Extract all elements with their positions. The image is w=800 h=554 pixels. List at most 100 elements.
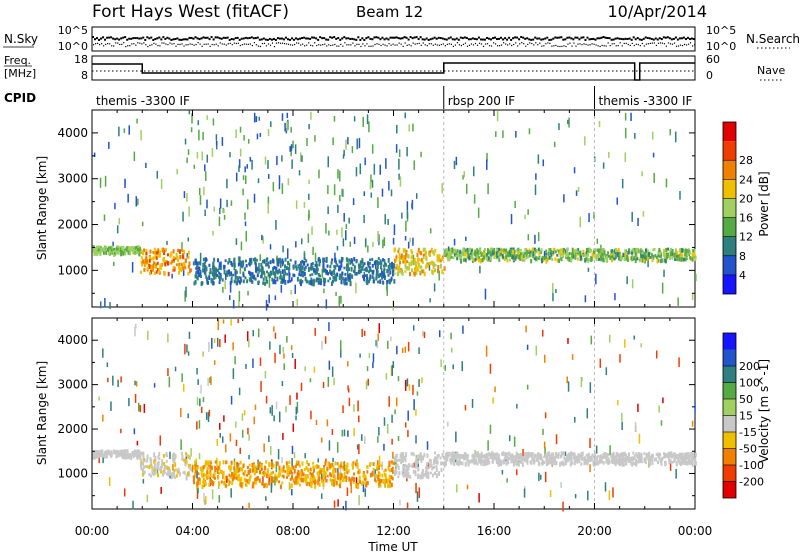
velocity-echo-point	[339, 483, 342, 489]
noise-sky-mark	[594, 38, 597, 41]
velocity-echo-point	[206, 467, 209, 470]
velocity-echo-point	[238, 483, 241, 486]
velocity-echo-point	[490, 451, 493, 455]
power-echo-point	[634, 252, 637, 257]
power-echo-point	[322, 268, 325, 273]
velocity-echo-point	[668, 458, 671, 462]
noise-search-mark	[133, 43, 135, 45]
velocity-scatter-point	[401, 347, 404, 354]
velocity-scatter-point	[456, 484, 458, 493]
velocity-scatter-point	[216, 438, 218, 446]
power-scatter-point	[383, 258, 386, 264]
power-echo-point	[311, 265, 314, 270]
power-echo-point	[209, 268, 212, 273]
velocity-echo-point	[332, 465, 335, 470]
velocity-echo-point	[435, 464, 438, 468]
power-echo-point	[643, 257, 646, 263]
velocity-echo-point	[313, 467, 316, 473]
velocity-echo-point	[253, 463, 256, 468]
velocity-scatter-point	[494, 386, 496, 393]
noise-sky-mark	[562, 38, 565, 41]
noise-sky-mark	[644, 36, 647, 39]
noise-sky-mark	[377, 36, 380, 39]
velocity-echo-point	[668, 461, 671, 465]
velocity-scatter-point	[562, 501, 564, 512]
velocity-echo-point	[349, 478, 352, 484]
velocity-scatter-point	[599, 358, 602, 368]
noise-sky-mark	[280, 37, 283, 40]
power-echo-point	[317, 258, 320, 262]
noise-sky-mark	[427, 38, 430, 41]
power-scatter-point	[406, 146, 408, 157]
power-echo-point	[301, 259, 304, 264]
velocity-scatter-point	[202, 351, 204, 357]
power-echo-point	[304, 276, 307, 282]
velocity-scatter-point	[310, 410, 312, 420]
power-echo-point	[164, 262, 167, 267]
velocity-echo-point	[203, 484, 206, 488]
noise-search-mark	[177, 43, 179, 45]
velocity-scatter-point	[279, 344, 281, 355]
velocity-echo-point	[237, 478, 240, 481]
power-echo-point	[559, 248, 562, 253]
velocity-scatter-point	[211, 337, 213, 349]
velocity-echo-point	[230, 475, 233, 479]
power-scatter-point	[235, 238, 238, 245]
noise-sky-mark	[544, 37, 547, 40]
power-echo-point	[572, 254, 575, 259]
noise-search-mark	[392, 43, 394, 45]
noise-sky-mark	[218, 37, 221, 40]
noise-search-mark	[428, 43, 430, 45]
power-echo-point	[573, 249, 576, 253]
power-scatter-point	[292, 140, 294, 149]
velocity-echo-point	[115, 455, 118, 459]
power-scatter-point	[223, 214, 226, 220]
noise-search-mark	[179, 43, 181, 46]
power-scatter-point	[124, 178, 126, 189]
velocity-echo-point	[472, 460, 475, 463]
velocity-echo-point	[362, 473, 365, 478]
power-echo-point	[376, 260, 379, 265]
power-echo-point	[601, 252, 604, 258]
nsearch-label: N.Search	[746, 32, 800, 46]
power-echo-point	[363, 268, 366, 271]
velocity-scatter-point	[245, 363, 247, 369]
power-scatter-point	[275, 219, 277, 230]
power-echo-point	[646, 249, 649, 254]
power-scatter-point	[239, 126, 242, 133]
velocity-scatter-point	[108, 477, 111, 487]
power-echo-point	[329, 277, 332, 280]
power-echo-point	[322, 257, 325, 263]
power-echo-point	[230, 271, 233, 276]
power-scatter-point	[537, 232, 540, 242]
velocity-echo-point	[393, 458, 396, 463]
velocity-scatter-point	[347, 388, 350, 393]
velocity-echo-point	[388, 460, 391, 466]
power-echo-point	[355, 259, 358, 264]
velocity-scatter-point	[246, 331, 249, 342]
velocity-echo-point	[109, 451, 112, 457]
velocity-echo-point	[506, 452, 509, 456]
power-echo-point	[401, 271, 404, 276]
velocity-echo-point	[607, 453, 610, 456]
velocity-echo-point	[660, 461, 663, 466]
power-echo-point	[307, 267, 310, 272]
power-scatter-point	[237, 256, 240, 262]
velocity-scatter-point	[359, 353, 361, 358]
velocity-echo-point	[246, 473, 249, 477]
power-echo-point	[311, 262, 314, 266]
velocity-echo-point	[342, 476, 345, 480]
velocity-echo-point	[484, 461, 487, 467]
noise-sky-mark	[228, 38, 231, 41]
power-scatter-point	[242, 175, 245, 181]
power-echo-point	[205, 266, 208, 272]
power-echo-point	[145, 248, 148, 252]
velocity-echo-point	[94, 454, 97, 460]
noise-sky-mark	[443, 38, 446, 41]
velocity-echo-point	[664, 455, 667, 459]
velocity-scatter-point	[340, 347, 342, 358]
power-scatter-point	[238, 159, 241, 168]
velocity-echo-point	[633, 454, 636, 459]
power-echo-point	[242, 271, 245, 276]
power-scatter-point	[212, 118, 215, 126]
